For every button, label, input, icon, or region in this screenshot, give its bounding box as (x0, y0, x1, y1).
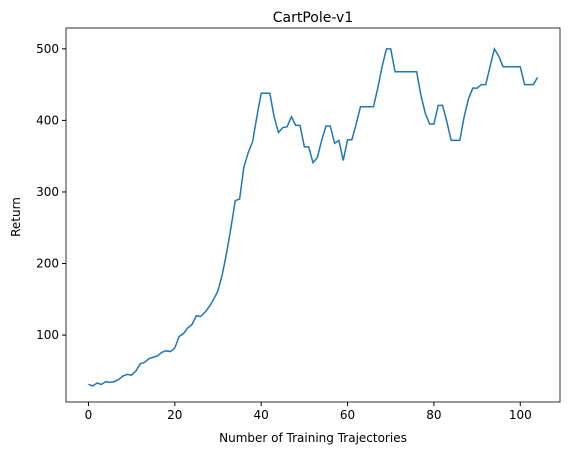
x-tick-label: 100 (509, 408, 532, 422)
y-tick-label: 400 (36, 113, 59, 127)
y-tick-label: 200 (36, 257, 59, 271)
x-tick-label: 60 (340, 408, 355, 422)
x-tick-label: 20 (167, 408, 182, 422)
y-tick-label: 100 (36, 328, 59, 342)
x-axis-label: Number of Training Trajectories (219, 431, 407, 445)
chart-title: CartPole-v1 (273, 10, 353, 26)
y-axis-label: Return (9, 197, 23, 237)
y-tick-label: 300 (36, 185, 59, 199)
line-series (88, 46, 539, 387)
y-tick-label: 500 (36, 42, 59, 56)
x-tick-label: 40 (254, 408, 269, 422)
x-tick-label: 0 (85, 408, 93, 422)
x-tick-label: 80 (426, 408, 441, 422)
plot-frame (65, 27, 561, 403)
